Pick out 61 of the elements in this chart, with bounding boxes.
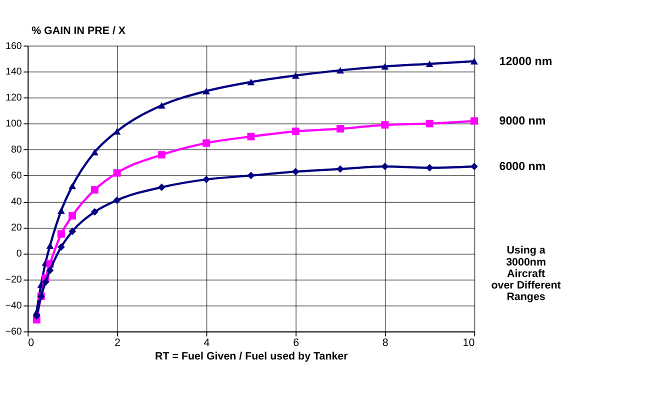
point (113, 196, 121, 204)
x-tick-label: 8 (382, 337, 388, 350)
point (381, 121, 389, 129)
point (470, 58, 478, 64)
y-tick-label: 100 (6, 118, 22, 130)
point (57, 207, 65, 214)
point (113, 169, 121, 177)
x-tick-label: 4 (204, 337, 210, 350)
point (57, 230, 65, 238)
point (247, 172, 255, 180)
point (426, 120, 434, 128)
point (247, 132, 255, 140)
y-tick-label: 40 (10, 196, 22, 208)
y-tick-label: −20 (5, 274, 22, 286)
y-tick-label: 80 (10, 144, 22, 156)
y-tick-label: 60 (10, 170, 22, 182)
y-tick-label: −60 (5, 326, 22, 338)
point (426, 164, 434, 172)
point (42, 278, 50, 286)
point (470, 117, 478, 125)
point (470, 162, 478, 170)
point (292, 168, 300, 176)
point (158, 102, 166, 109)
y-tick-label: 0 (16, 248, 22, 260)
point (90, 208, 98, 216)
point (336, 67, 344, 74)
chart-title: % GAIN IN PRE / X (32, 25, 126, 38)
point (46, 266, 54, 274)
point (292, 72, 300, 79)
y-tick-label: 120 (6, 92, 22, 104)
y-tick-label: −40 (5, 300, 22, 312)
point (381, 162, 389, 170)
point (68, 212, 76, 220)
y-tick-label: 140 (6, 66, 22, 78)
point (292, 128, 300, 136)
point (158, 151, 166, 158)
point (57, 243, 65, 251)
point (202, 139, 210, 147)
y-tick-label: 20 (10, 222, 22, 234)
point (158, 184, 166, 191)
x-tick-label: 0 (28, 337, 34, 350)
point (426, 60, 434, 68)
point (46, 242, 54, 249)
point (90, 186, 98, 194)
x-tick-label: 6 (293, 337, 300, 350)
series-label: 6000 nm (499, 160, 546, 174)
point (68, 228, 76, 236)
point (247, 78, 255, 86)
point (202, 176, 210, 184)
series-label: 12000 nm (499, 54, 552, 68)
point (68, 182, 76, 190)
point (90, 148, 98, 156)
point (202, 88, 210, 94)
series-label: 9000 nm (499, 114, 546, 128)
x-tick-label: 10 (462, 337, 475, 350)
text: Using a 3000nm Aircraft over Different Ranges (491, 244, 562, 304)
x-tick-label: 2 (114, 337, 120, 350)
point (381, 63, 389, 70)
point (336, 125, 344, 133)
y-tick-label: 160 (6, 40, 22, 52)
x-axis-title: RT = Fuel Given / Fuel used by Tanker (155, 350, 348, 363)
